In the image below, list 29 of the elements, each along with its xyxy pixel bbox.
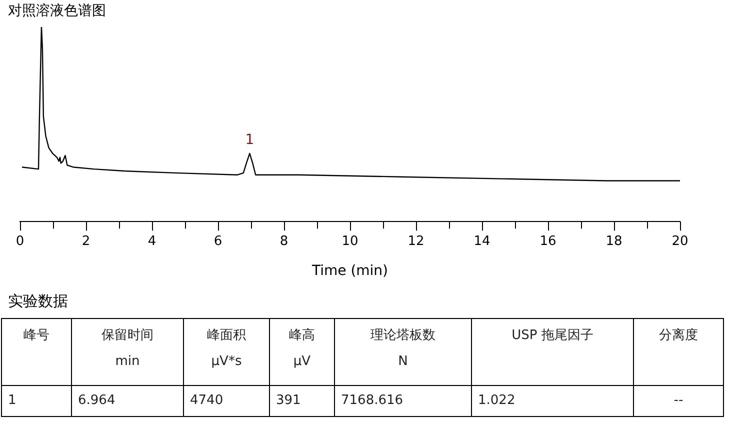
text: 6.964 [72,386,184,416]
x-tick-label: 20 [672,234,688,249]
text: 391 [270,386,334,416]
annotation: 1 [245,132,254,148]
x-tick-label: 18 [606,234,622,249]
x-axis-title: Time (min) [310,263,388,280]
x-tick-label: 12 [408,234,424,249]
x-tick-label: 14 [474,234,490,249]
x-tick-label: 2 [82,234,90,249]
text: 峰面积 μV*s [184,318,270,386]
text: 峰高 μV [270,318,334,386]
x-tick-label: 8 [280,234,288,249]
text: -- [634,386,724,416]
x-tick-label: 6 [214,234,222,249]
text: 7168.616 [334,386,472,416]
text: 峰号 [2,318,72,386]
x-tick-label: 4 [148,234,156,249]
text: 实验数据 [8,292,68,311]
text: 1 [2,386,72,416]
text: 分离度 [634,318,724,386]
text: 1.022 [472,386,634,416]
text: 保留时间 min [72,318,184,386]
x-tick-label: 16 [540,234,556,249]
text: 理论塔板数 N [334,318,472,386]
chart-title: 对照溶液色谱图 [8,2,106,20]
x-tick-label: 10 [342,234,358,249]
x-tick-label: 0 [16,234,24,249]
text: 4740 [184,386,270,416]
text: USP 拖尾因子 [472,318,634,386]
